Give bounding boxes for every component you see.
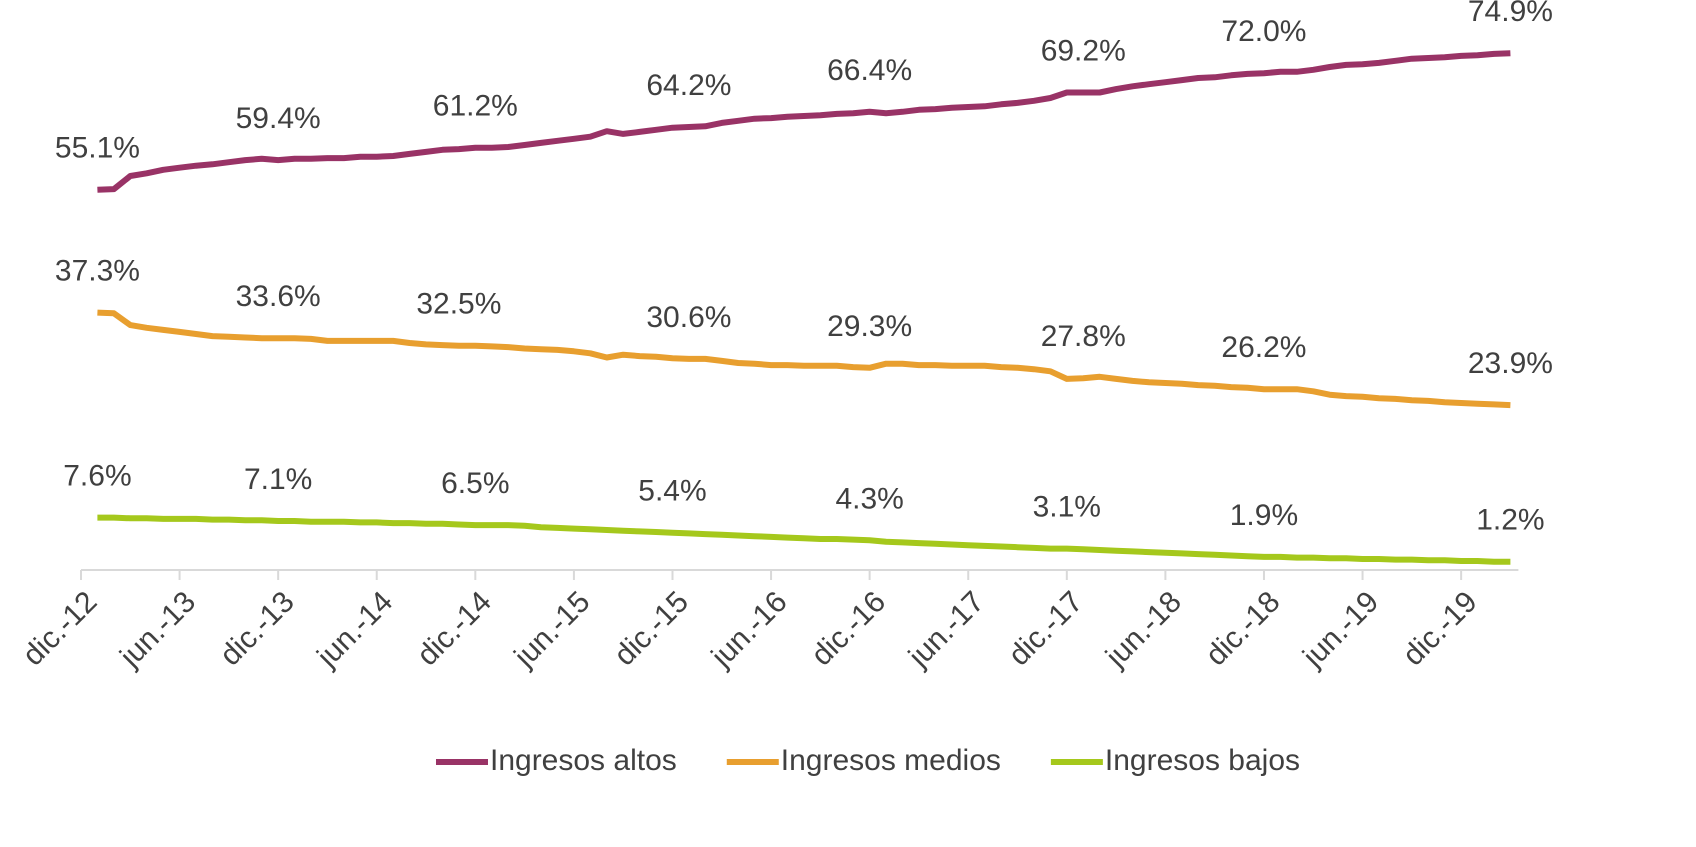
x-tick-label: jun.-19 [1296, 585, 1385, 674]
data-label: 4.3% [835, 482, 903, 515]
legend-label: Ingresos medios [781, 744, 1001, 777]
data-label: 69.2% [1041, 34, 1126, 67]
legend-label: Ingresos altos [490, 744, 677, 777]
data-label: 1.2% [1476, 504, 1544, 537]
x-tick-label: jun.-14 [310, 585, 399, 674]
data-label: 74.9% [1468, 0, 1553, 28]
x-tick-label: dic.-14 [411, 585, 498, 672]
data-label: 33.6% [236, 280, 321, 313]
data-label: 5.4% [638, 475, 706, 508]
x-tick-label: jun.-16 [705, 585, 794, 674]
data-label: 1.9% [1230, 499, 1298, 532]
x-tick-label: dic.-18 [1200, 585, 1287, 672]
x-tick-label: dic.-12 [17, 585, 104, 672]
x-tick-label: dic.-13 [214, 585, 301, 672]
data-label: 29.3% [827, 310, 912, 343]
data-label: 55.1% [55, 132, 140, 165]
x-tick-label: dic.-15 [608, 585, 695, 672]
x-tick-label: jun.-18 [1099, 585, 1188, 674]
data-label: 37.3% [55, 255, 140, 288]
data-label: 61.2% [433, 90, 518, 123]
x-tick-label: jun.-15 [508, 585, 597, 674]
data-label: 66.4% [827, 54, 912, 87]
series-line [97, 309, 1511, 409]
x-tick-label: dic.-16 [805, 585, 892, 672]
data-label: 7.1% [244, 463, 312, 496]
x-tick-label: jun.-17 [902, 585, 991, 674]
data-label: 64.2% [646, 69, 731, 102]
data-label: 7.6% [63, 459, 131, 492]
data-label: 72.0% [1221, 15, 1306, 48]
series-line [97, 50, 1511, 193]
x-tick-label: dic.-19 [1397, 585, 1484, 672]
legend: Ingresos altos Ingresos medios Ingresos ba… [435, 744, 1300, 777]
legend-label: Ingresos bajos [1105, 744, 1300, 777]
series-line [97, 514, 1511, 565]
data-label: 23.9% [1468, 347, 1553, 380]
data-label: 59.4% [236, 102, 321, 135]
data-label: 30.6% [646, 301, 731, 334]
x-tick-label: dic.-17 [1002, 585, 1089, 672]
x-tick-label: jun.-13 [113, 585, 202, 674]
data-label: 32.5% [416, 288, 501, 321]
data-label: 26.2% [1221, 331, 1306, 364]
data-label: 3.1% [1033, 491, 1101, 524]
data-label: 27.8% [1041, 320, 1126, 353]
data-label: 6.5% [441, 467, 509, 500]
